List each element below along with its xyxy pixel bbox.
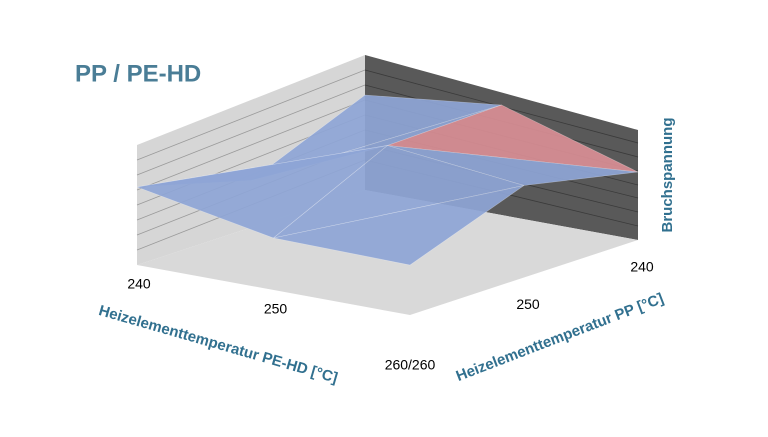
surface	[135, 94, 639, 266]
z-axis-title: Bruchspannung	[659, 118, 676, 233]
y-axis-title: Heizelementtemperatur PP [°C]	[454, 290, 666, 385]
x-axis-title: Heizelementtemperatur PE-HD [°C]	[97, 302, 340, 387]
x-tick-label: 250	[264, 301, 288, 317]
corner-tick-label: 260/260	[385, 357, 436, 373]
y-tick-label: 240	[630, 259, 654, 275]
x-tick-label: 240	[127, 276, 151, 292]
chart-title: PP / PE-HD	[75, 60, 201, 87]
y-tick-label: 250	[516, 296, 540, 312]
surface-facet	[273, 185, 525, 266]
